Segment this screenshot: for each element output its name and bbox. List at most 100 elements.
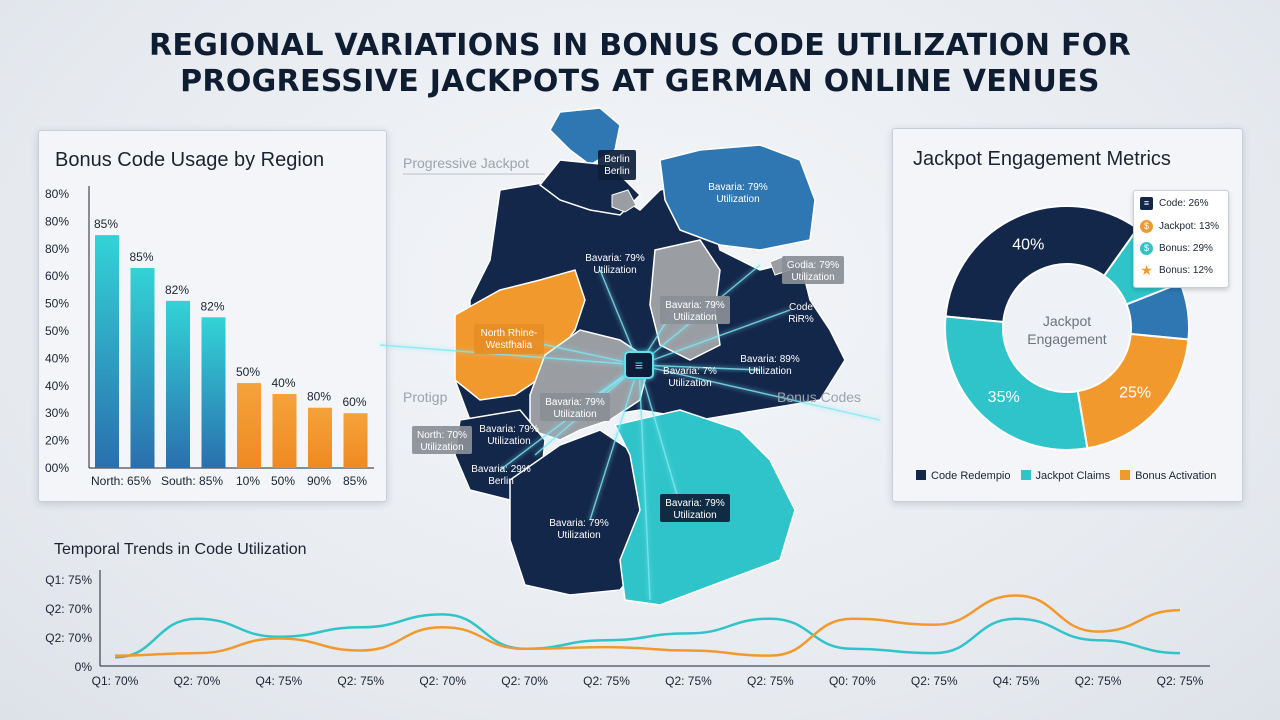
legend-text: Code Redempio <box>931 470 1011 482</box>
y-tick-label: 50% <box>45 324 69 338</box>
x-tick-label: North: 65% <box>91 474 151 488</box>
y-tick-label: 40% <box>45 351 69 365</box>
y-tick-label: 40% <box>45 379 69 393</box>
y-tick-label: 30% <box>45 406 69 420</box>
donut-inset-legend: ≡ Code: 26% $ Jackpot: 13% $ Bonus: 29% … <box>1133 190 1229 288</box>
hub-icon-glyph: ≡ <box>635 357 643 373</box>
map-label-text: Utilization <box>716 194 759 205</box>
y-tick-label: Q2: 70% <box>45 631 92 645</box>
map-connection-line <box>638 364 681 506</box>
page-title: REGIONAL VARIATIONS IN BONUS CODE UTILIZ… <box>0 28 1280 100</box>
map-label-text: Utilization <box>673 312 716 323</box>
y-tick-label: 80% <box>45 187 69 201</box>
x-tick-label: Q2: 75% <box>1157 674 1204 688</box>
map-label-text: Utilization <box>553 409 596 420</box>
ghost-label: Bonus Codes <box>777 389 861 405</box>
x-tick-label: Q1: 70% <box>92 674 139 688</box>
donut-legend: Code Redempio Jackpot Claims Bonus Activ… <box>916 470 1226 482</box>
bar <box>201 317 226 468</box>
map-label-text: Utilization <box>791 272 834 283</box>
map-label-text: Utilization <box>557 530 600 541</box>
legend-text: Bonus Activation <box>1135 470 1217 482</box>
x-tick-label: Q2: 70% <box>419 674 466 688</box>
x-tick-label: Q2: 70% <box>501 674 548 688</box>
map-label-text: Berlin <box>488 476 514 487</box>
inset-legend-item: $ Jackpot: 13% <box>1140 220 1219 233</box>
x-tick-label: Q4: 75% <box>255 674 302 688</box>
map-label-text: Utilization <box>748 366 791 377</box>
map-label-text: Code <box>789 302 813 313</box>
bar <box>308 407 332 468</box>
bar-value-label: 85% <box>94 217 118 231</box>
map-connection-line <box>589 364 640 521</box>
map-connection-line <box>638 364 881 421</box>
donut-chart-title: Jackpot Engagement Metrics <box>913 148 1171 170</box>
bar-chart-panel: Bonus Code Usage by Region 80% 80% 80% 60% 5… <box>38 130 387 502</box>
bar <box>272 394 297 468</box>
legend-swatch <box>916 470 926 480</box>
trend-line <box>114 613 1181 659</box>
coin-icon: $ <box>1140 242 1153 255</box>
map-label-text: Berlin <box>604 166 630 177</box>
map-label-text: Bavaria: 89% <box>740 354 800 365</box>
y-tick-label: 00% <box>45 461 69 475</box>
y-tick-label: 20% <box>45 434 69 448</box>
x-tick-label: Q2: 75% <box>911 674 958 688</box>
x-tick-label: 10% <box>236 474 260 488</box>
map-connection-line <box>379 344 640 366</box>
x-tick-label: Q2: 75% <box>665 674 712 688</box>
trend-chart-title: Temporal Trends in Code Utilization <box>54 541 307 558</box>
map-label-text: Bavaria: 79% <box>549 518 609 529</box>
map-region-north-east <box>659 144 816 251</box>
map-connection-line <box>638 309 791 366</box>
map-label-text: Berlin <box>604 154 630 165</box>
bar-value-label: 50% <box>236 365 260 379</box>
map-label-text: North Rhine- <box>481 328 538 339</box>
bar-value-label: 40% <box>272 376 296 390</box>
inset-legend-item: ≡ Code: 26% <box>1140 197 1208 210</box>
legend-item: Jackpot Claims <box>1020 470 1110 482</box>
bar-value-label: 60% <box>343 395 367 409</box>
legend-swatch <box>1020 470 1031 480</box>
x-tick-label: 50% <box>271 474 295 488</box>
title-line-1: REGIONAL VARIATIONS IN BONUS CODE UTILIZ… <box>149 28 1131 63</box>
x-tick-label: Q2: 75% <box>1075 674 1122 688</box>
x-tick-label: Q2: 70% <box>174 674 221 688</box>
map-label-text: RiR% <box>788 314 814 325</box>
map-label-box <box>412 426 472 454</box>
inset-legend-text: Bonus: 29% <box>1159 243 1213 254</box>
bar-value-label: 85% <box>130 250 154 264</box>
bar-value-label: 82% <box>165 283 189 297</box>
legend-item: Bonus Activation <box>1120 470 1216 482</box>
map-label-box <box>782 256 844 284</box>
map-label-box <box>660 296 730 324</box>
inset-legend-text: Bonus: 12% <box>1159 265 1213 276</box>
map-label-text: Westfhalia <box>486 340 533 351</box>
map-label-text: Godia: 79% <box>787 260 839 271</box>
map-label-text: Bavaria: 79% <box>545 397 605 408</box>
inset-legend-item: ★ Bonus: 12% <box>1140 263 1213 277</box>
map-label-text: Bavaria: 79% <box>665 300 725 311</box>
bar-chart: 80% 80% 80% 60% 50% 50% 40% 40% 30% 20% 00% 85% 85% 8… <box>45 186 374 488</box>
y-tick-label: Q1: 75% <box>45 573 92 587</box>
y-tick-label: 80% <box>45 242 69 256</box>
y-tick-label: 80% <box>45 214 69 228</box>
bar <box>95 235 119 468</box>
map-label-box <box>474 324 544 354</box>
y-tick-label: Q2: 70% <box>45 602 92 616</box>
inset-legend-text: Jackpot: 13% <box>1159 221 1220 232</box>
inset-legend-text: Code: 26% <box>1159 198 1209 209</box>
bar-value-label: 82% <box>201 299 225 313</box>
coin-icon: $ <box>1140 220 1153 233</box>
map-label-text: Bavaria: 79% <box>708 182 768 193</box>
bar-value-label: 80% <box>307 390 331 404</box>
trend-line <box>114 594 1181 657</box>
map-label-text: Utilization <box>420 442 463 453</box>
map-connection-line <box>599 269 640 366</box>
legend-item: Code Redempio <box>916 470 1011 482</box>
ghost-label: Progressive Jackpot <box>403 155 529 171</box>
y-tick-label: 0% <box>75 660 93 674</box>
x-tick-label: 90% <box>307 474 331 488</box>
